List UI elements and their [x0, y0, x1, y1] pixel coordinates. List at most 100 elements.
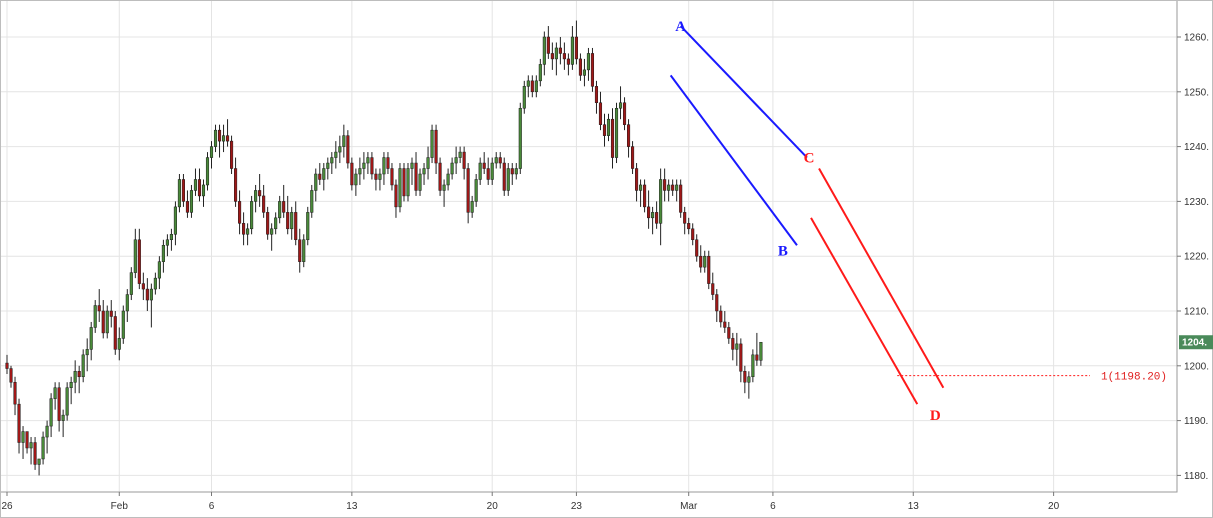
candle-body-up: [675, 184, 679, 191]
candle-body-up: [310, 190, 314, 213]
candle: [93, 300, 97, 333]
candle-body-down: [438, 162, 442, 191]
candle: [586, 47, 591, 81]
candle: [458, 146, 462, 164]
candle: [97, 289, 101, 322]
candle-body-down: [217, 129, 222, 142]
channel-line: [810, 217, 919, 405]
x-tick-label: 13: [908, 501, 920, 512]
candle-body-down: [671, 184, 675, 191]
candle-body-down: [655, 212, 659, 224]
candle-body-down: [390, 168, 394, 186]
candle: [610, 108, 615, 169]
candle-body-up: [246, 228, 250, 235]
candle: [169, 228, 173, 251]
y-tick-label: 1180.: [1184, 471, 1208, 482]
candle: [77, 365, 81, 394]
candle-body-down: [466, 168, 470, 213]
candle-body-up: [21, 431, 25, 443]
candle: [250, 195, 254, 235]
candle-body-down: [141, 283, 145, 290]
x-tick-label: 20: [1048, 501, 1060, 512]
candle: [270, 223, 274, 251]
candle-body-up: [45, 425, 49, 438]
candle: [53, 382, 57, 410]
candle-body-down: [374, 173, 378, 180]
candle: [386, 152, 390, 174]
candle: [41, 431, 45, 465]
candle: [526, 75, 530, 98]
candle-body-up: [157, 261, 161, 279]
candle-body-up: [570, 36, 574, 65]
price-tag: 1204.: [1179, 335, 1213, 350]
candle: [286, 195, 290, 235]
candle: [69, 376, 73, 405]
candle-body-up: [618, 102, 623, 109]
candle-body-up: [149, 288, 153, 301]
candle-body-up: [366, 157, 370, 164]
candle-body-up: [639, 184, 643, 191]
candle-body-down: [414, 162, 418, 191]
candle-body-down: [482, 162, 486, 169]
candle-body-up: [302, 239, 306, 262]
candle-body-up: [85, 349, 89, 356]
candle-body-down: [262, 195, 266, 213]
candle-body-down: [434, 129, 438, 164]
candle: [65, 382, 69, 421]
candle: [161, 239, 165, 273]
candle-body-down: [663, 179, 667, 191]
candle-body-up: [614, 107, 619, 158]
candle: [29, 437, 33, 465]
candle: [695, 234, 699, 262]
candle: [306, 206, 310, 246]
candle-body-down: [350, 162, 354, 186]
candle: [121, 305, 125, 344]
candle-body-down: [9, 368, 13, 383]
candle-body-down: [185, 201, 189, 213]
candle: [679, 179, 683, 218]
candle: [462, 146, 466, 180]
candle: [723, 311, 727, 333]
candle-body-down: [242, 223, 246, 235]
candle: [735, 332, 739, 366]
candle-body-up: [506, 168, 510, 191]
candle-body-up: [209, 146, 214, 158]
candle: [478, 157, 482, 185]
candle: [727, 321, 731, 344]
candle: [266, 206, 270, 240]
candle: [715, 289, 719, 322]
candle-body-up: [338, 146, 342, 153]
x-tick-label: Mar: [680, 501, 698, 512]
candle-body-down: [294, 212, 298, 241]
candle: [530, 75, 534, 98]
candle-body-down: [610, 118, 615, 158]
candle: [731, 332, 735, 361]
candle: [165, 234, 169, 257]
candle: [510, 163, 514, 185]
candle-body-up: [330, 157, 334, 164]
candle-body-down: [386, 157, 390, 169]
candle: [330, 152, 334, 174]
candle-body-up: [254, 190, 258, 202]
candle-body-down: [230, 140, 234, 169]
candle: [101, 300, 105, 339]
candle-body-up: [759, 341, 763, 361]
candle: [546, 26, 550, 59]
candle: [683, 206, 687, 235]
candle: [414, 152, 418, 196]
candle: [125, 289, 129, 322]
candle: [402, 163, 406, 202]
candle-body-down: [699, 255, 703, 268]
candle: [145, 278, 149, 311]
candle-body-down: [234, 168, 238, 202]
candle-body-down: [743, 371, 747, 383]
candle-body-down: [101, 310, 105, 334]
candle: [262, 184, 266, 218]
candle: [422, 163, 426, 185]
candle-body-up: [518, 107, 522, 169]
y-tick-label: 1210.: [1184, 307, 1209, 318]
candle-body-down: [17, 403, 21, 443]
candle: [542, 31, 546, 76]
candle-body-up: [89, 327, 93, 350]
candle: [450, 157, 454, 180]
